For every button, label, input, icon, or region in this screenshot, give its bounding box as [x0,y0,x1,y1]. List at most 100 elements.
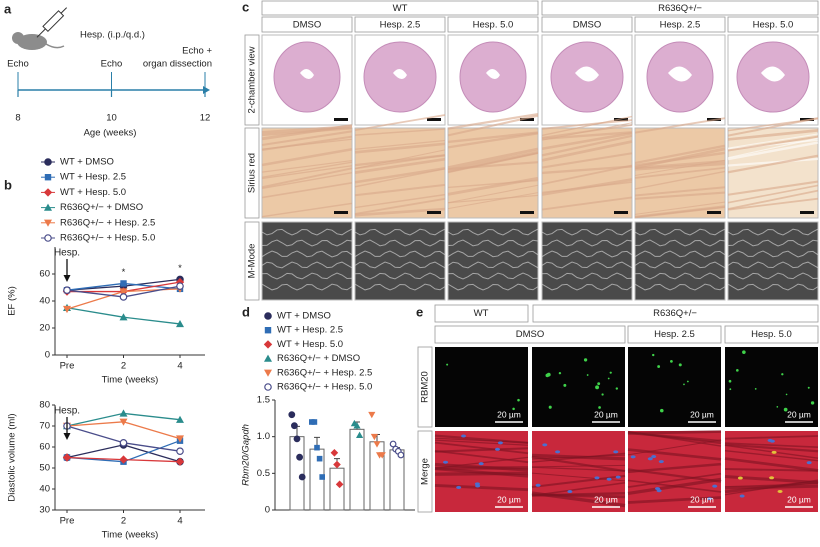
data-point [176,319,184,328]
event-label: Echo [7,59,29,70]
fiber [447,147,539,170]
signal-dot [807,386,810,389]
signal-dot [597,382,601,386]
signal-dot [446,363,449,366]
image-frame [261,221,353,301]
data-point [120,280,127,287]
fiber [727,180,819,196]
micrograph [727,221,819,301]
signal-dot [783,407,788,412]
signal-dot [546,372,551,377]
legend-marker [264,369,272,377]
y-axis-label: EF (%) [7,286,18,316]
fiber [531,452,626,463]
data-point [373,441,381,448]
fiber [354,154,446,170]
nucleus [542,443,548,447]
mmode-trace [541,250,633,258]
image-frame [532,347,625,427]
fiber [447,132,539,149]
legend-marker [44,158,52,166]
fiber [634,186,726,197]
fiber [541,152,633,169]
signal-dot [670,360,673,363]
fiber [634,147,726,170]
y-tick-label: 70 [39,421,50,432]
signal-dot [686,380,689,383]
group-label: WT [474,308,489,319]
fiber [724,443,819,453]
mmode-trace [634,239,726,247]
fiber [447,179,539,189]
mmode-trace [354,239,446,247]
mmode-trace [447,228,539,236]
fiber [447,152,539,173]
fiber [627,472,722,489]
heart-cavity [575,66,599,82]
legend-marker [44,234,52,242]
nucleus [456,485,462,489]
fiber [261,202,353,218]
legend-label: WT + DMSO [60,157,114,168]
fiber [627,431,722,445]
nucleus [474,482,480,486]
mmode-trace [541,272,633,280]
fiber [531,481,626,497]
group-header [541,0,819,16]
mmode-trace [354,272,446,280]
fiber [261,165,353,180]
micrograph [354,114,446,219]
scale-bar-label: 20 µm [594,409,618,419]
micrograph: 20 µm [725,347,818,427]
image-frame [628,347,721,427]
signal-dot [512,407,515,411]
signal-dot [729,388,732,391]
signal-dot [563,383,567,387]
fiber [434,484,529,492]
fiber [634,144,726,165]
signal-dot [736,368,739,372]
condition-header [447,16,539,33]
annotation: Hesp. [54,406,80,417]
fiber [434,437,529,444]
mmode-trace [727,239,819,247]
nucleus [707,497,713,501]
scale-bar [520,211,534,214]
fiber [541,124,633,139]
micrograph [447,221,539,301]
scale-bar-label: 20 µm [690,494,714,504]
nucleus [606,477,612,481]
legend-label: R636Q+/− + DMSO [60,202,143,213]
condition-header [627,325,722,344]
mmode-trace [354,283,446,291]
significance-star: * [178,263,182,274]
mmode-trace [727,283,819,291]
treatment-label: Hesp. (i.p./q.d.) [80,30,145,41]
image-frame [354,221,446,301]
timeline-tick-label: 12 [200,113,211,124]
nucleus [475,484,481,488]
nucleus [613,450,619,454]
condition-label: Hesp. 5.0 [751,329,792,340]
nucleus [478,462,484,466]
y-tick-label: 80 [39,400,50,411]
group-label: R636Q+/− [658,3,702,14]
data-point [119,455,128,464]
mmode-trace [261,261,353,269]
fiber [724,483,819,488]
data-point [175,457,185,466]
condition-label: Hesp. 2.5 [660,20,701,31]
image-frame [725,347,818,427]
x-tick-label: 4 [177,516,182,527]
data-point [119,313,128,321]
legend-label: WT + Hesp. 2.5 [277,325,343,336]
y-tick-label: 0 [45,350,50,361]
image-frame [435,347,528,427]
nucleus [777,489,783,493]
fiber [531,492,626,497]
bar [349,428,365,511]
mmode-trace [261,228,353,236]
nucleus [651,455,657,459]
mmode-trace [727,272,819,280]
mmode-trace [634,283,726,291]
